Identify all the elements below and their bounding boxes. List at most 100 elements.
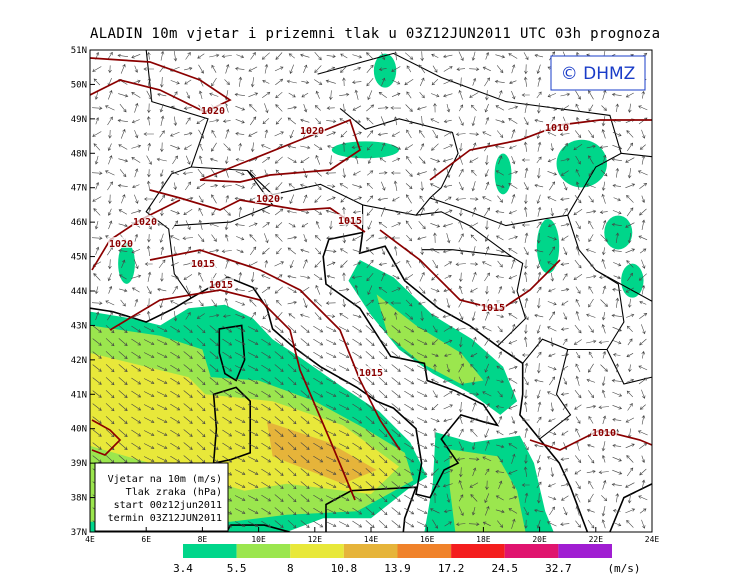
isobar-label-bg — [132, 215, 158, 226]
isobar — [109, 289, 356, 501]
lat-label: 44N — [71, 287, 87, 297]
lat-label: 46N — [71, 218, 87, 228]
lat-label: 39N — [71, 459, 87, 469]
colorbar-swatch — [504, 544, 559, 558]
lat-label: 41N — [71, 390, 87, 400]
colorbar-swatch — [290, 544, 344, 558]
lat-label: 43N — [71, 321, 87, 331]
colorbar-swatch — [343, 544, 398, 558]
lon-label: 18E — [476, 535, 491, 544]
isobar-label-bg — [108, 237, 134, 248]
isobar — [91, 419, 122, 456]
colorbar-swatch — [397, 544, 452, 558]
coastline — [218, 324, 246, 382]
border — [339, 108, 459, 216]
colorbar: 3.4 5.5 8 10.8 13.9 17.2 24.5 32.7 (m/s) — [173, 544, 641, 575]
colorbar-swatch — [451, 544, 505, 558]
lon-label: 16E — [420, 535, 435, 544]
info-line: Vjetar na 10m (m/s) — [108, 474, 222, 485]
wind-area — [331, 141, 399, 159]
isobar-label-bg — [480, 301, 506, 312]
lon-label: 24E — [645, 535, 660, 544]
colorbar-swatch — [183, 544, 237, 558]
isobar-label: 1020 — [256, 194, 280, 205]
colorbar-swatch — [236, 544, 291, 558]
colorbar-label: 13.9 — [384, 562, 411, 575]
isobar-label: 1015 — [338, 216, 362, 227]
isobar-label: 1020 — [133, 217, 157, 228]
isobar-label-bg — [358, 366, 384, 377]
lat-label: 50N — [71, 80, 87, 90]
lat-label: 48N — [71, 149, 87, 159]
info-line: start 00z12jun2011 — [114, 500, 222, 511]
colorbar-label: 32.7 — [545, 562, 572, 575]
border — [415, 211, 527, 347]
info-line: termin 03Z12JUN2011 — [108, 513, 222, 524]
lat-label: 49N — [71, 115, 87, 125]
isobar-label-bg — [299, 124, 325, 135]
border — [621, 152, 652, 158]
border — [317, 52, 622, 227]
isobar-label-bg — [591, 426, 617, 437]
lon-label: 6E — [141, 535, 151, 544]
isobar-label-bg — [208, 278, 234, 289]
border — [145, 50, 209, 299]
lon-label: 22E — [589, 535, 604, 544]
wind-area — [118, 243, 135, 284]
colorbar-label: 5.5 — [227, 562, 247, 575]
isobar-label-bg — [337, 214, 363, 225]
wind-area — [494, 153, 512, 195]
border — [606, 349, 652, 385]
coastline — [609, 483, 652, 532]
lon-label: 10E — [251, 535, 266, 544]
colorbar-label: 10.8 — [331, 562, 358, 575]
wind-area — [604, 215, 633, 250]
isobar — [149, 189, 366, 233]
border — [567, 269, 625, 351]
colorbar-unit: (m/s) — [607, 562, 640, 575]
wind-area — [536, 219, 560, 274]
isobar-label: 1010 — [545, 123, 569, 134]
wind-area — [556, 139, 607, 188]
isobar-label: 1020 — [300, 126, 324, 137]
isobar-label-bg — [255, 192, 281, 203]
lat-label: 42N — [71, 356, 87, 366]
map-title: ALADIN 10m vjetar i prizemni tlak u 03Z1… — [90, 26, 660, 42]
isobar-label: 1010 — [592, 428, 616, 439]
colorbar-label: 24.5 — [492, 562, 519, 575]
lon-label: 12E — [308, 535, 323, 544]
isobar-label-bg — [200, 104, 226, 115]
isobar-label: 1020 — [201, 106, 225, 117]
info-box — [94, 462, 229, 532]
lat-label: 40N — [71, 425, 87, 435]
wind-area — [267, 421, 377, 484]
isobar-label: 1020 — [109, 239, 133, 250]
info-text: Vjetar na 10m (m/s) Tlak zraka (hPa) start… — [108, 474, 222, 524]
lat-label: 38N — [71, 494, 87, 504]
lat-label: 47N — [71, 184, 87, 194]
isobar-label-bg — [544, 121, 570, 132]
coastline — [90, 231, 589, 532]
wind-area — [376, 294, 484, 384]
isobar — [199, 118, 362, 183]
copyright-box — [550, 55, 646, 91]
isobar-label: 1015 — [209, 280, 233, 291]
isobar-label: 1015 — [481, 303, 505, 314]
lon-label: 14E — [364, 535, 379, 544]
border — [522, 338, 572, 440]
wind-area — [373, 53, 397, 88]
isobar-label: 1015 — [359, 368, 383, 379]
border — [191, 166, 364, 233]
wind-arrows — [91, 50, 648, 529]
wind-area — [449, 449, 526, 532]
isobar-label-bg — [190, 257, 216, 268]
border — [567, 215, 652, 302]
isobar — [429, 119, 652, 181]
colorbar-label: 17.2 — [438, 562, 465, 575]
copyright: © DHMZ — [561, 64, 636, 84]
lon-label: 20E — [532, 535, 547, 544]
lat-label: 37N — [71, 528, 87, 538]
isobar-label: 1015 — [191, 259, 215, 270]
lat-label: 51N — [71, 46, 87, 56]
